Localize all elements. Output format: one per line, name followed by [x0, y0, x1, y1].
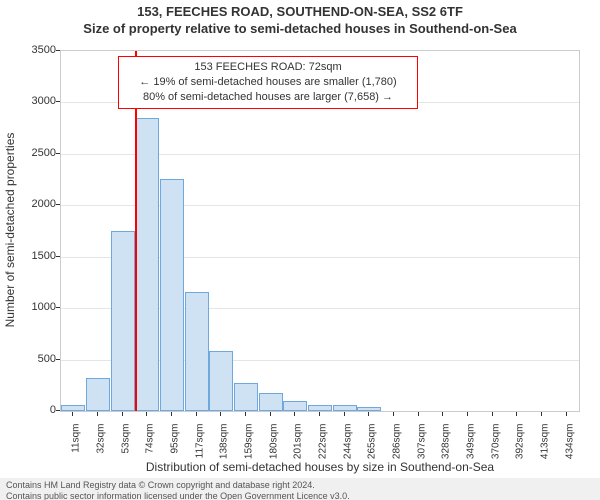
x-tick-label: 370sqm [490, 424, 501, 472]
x-tick-mark [418, 412, 419, 416]
y-tick-mark [56, 204, 60, 205]
footer-line-2: Contains public sector information licen… [6, 491, 594, 500]
y-tick-label: 0 [16, 404, 56, 416]
x-tick-mark [393, 412, 394, 416]
histogram-bar [234, 383, 258, 411]
x-tick-mark [492, 412, 493, 416]
histogram-bar [160, 179, 184, 411]
annotation-smaller: ← 19% of semi-detached houses are smalle… [125, 75, 411, 90]
y-tick-label: 2000 [16, 198, 56, 210]
x-tick-label: 222sqm [318, 424, 329, 472]
x-tick-label: 434sqm [564, 424, 575, 472]
histogram-bar [135, 118, 159, 411]
x-tick-label: 53sqm [120, 424, 131, 472]
x-tick-mark [122, 412, 123, 416]
y-tick-mark [56, 359, 60, 360]
x-tick-mark [467, 412, 468, 416]
y-axis-label: Number of semi-detached properties [3, 133, 17, 328]
y-tick-mark [56, 307, 60, 308]
histogram-bar [111, 231, 135, 411]
x-tick-label: 265sqm [367, 424, 378, 472]
x-tick-mark [196, 412, 197, 416]
x-tick-label: 201sqm [293, 424, 304, 472]
x-tick-label: 307sqm [416, 424, 427, 472]
x-tick-label: 328sqm [441, 424, 452, 472]
annotation-larger: 80% of semi-detached houses are larger (… [125, 90, 411, 105]
x-tick-mark [442, 412, 443, 416]
y-tick-mark [56, 410, 60, 411]
footer-line-1: Contains HM Land Registry data © Crown c… [6, 480, 594, 491]
x-tick-mark [270, 412, 271, 416]
x-tick-label: 180sqm [268, 424, 279, 472]
page-title-address: 153, FEECHES ROAD, SOUTHEND-ON-SEA, SS2 … [0, 4, 600, 19]
y-tick-label: 500 [16, 353, 56, 365]
histogram-bar [185, 292, 209, 411]
x-tick-label: 117sqm [194, 424, 205, 472]
x-tick-mark [97, 412, 98, 416]
x-tick-mark [245, 412, 246, 416]
histogram-bar [283, 401, 307, 411]
y-tick-label: 1500 [16, 250, 56, 262]
y-tick-mark [56, 256, 60, 257]
x-tick-mark [171, 412, 172, 416]
x-tick-label: 392sqm [515, 424, 526, 472]
reference-annotation-box: 153 FEECHES ROAD: 72sqm ← 19% of semi-de… [118, 56, 418, 109]
x-tick-label: 11sqm [71, 424, 82, 472]
x-tick-mark [220, 412, 221, 416]
y-tick-mark [56, 153, 60, 154]
x-tick-mark [516, 412, 517, 416]
x-tick-label: 159sqm [244, 424, 255, 472]
x-tick-mark [146, 412, 147, 416]
x-tick-mark [541, 412, 542, 416]
x-tick-label: 286sqm [392, 424, 403, 472]
x-tick-mark [368, 412, 369, 416]
histogram-bar [333, 405, 357, 411]
y-tick-mark [56, 101, 60, 102]
x-tick-label: 74sqm [145, 424, 156, 472]
x-tick-mark [319, 412, 320, 416]
histogram-bar [61, 405, 85, 411]
y-tick-label: 1000 [16, 301, 56, 313]
histogram-bar [86, 378, 110, 411]
x-tick-label: 32sqm [96, 424, 107, 472]
x-tick-label: 349sqm [466, 424, 477, 472]
x-tick-mark [294, 412, 295, 416]
histogram-bar [308, 405, 332, 411]
histogram-bar [357, 407, 381, 411]
histogram-bar [209, 351, 233, 411]
y-tick-mark [56, 50, 60, 51]
annotation-subject: 153 FEECHES ROAD: 72sqm [125, 60, 411, 75]
y-tick-label: 3000 [16, 95, 56, 107]
page-title-subtitle: Size of property relative to semi-detach… [0, 21, 600, 36]
x-tick-label: 413sqm [540, 424, 551, 472]
x-tick-mark [566, 412, 567, 416]
x-tick-label: 138sqm [219, 424, 230, 472]
attribution-footer: Contains HM Land Registry data © Crown c… [0, 478, 600, 500]
x-tick-mark [344, 412, 345, 416]
x-tick-label: 244sqm [342, 424, 353, 472]
x-tick-mark [72, 412, 73, 416]
y-tick-label: 2500 [16, 147, 56, 159]
histogram-bar [259, 393, 283, 412]
x-tick-label: 95sqm [170, 424, 181, 472]
y-tick-label: 3500 [16, 44, 56, 56]
